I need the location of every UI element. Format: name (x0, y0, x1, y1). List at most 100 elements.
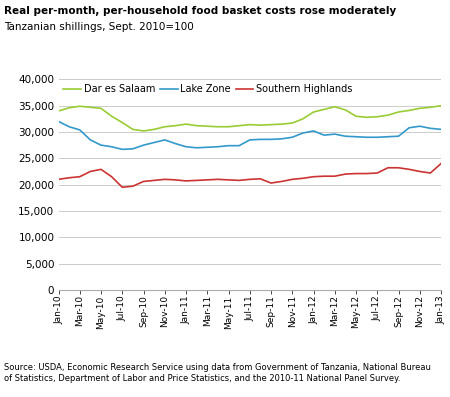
Southern Highlands (120, 185, 125, 190)
Southern Highlands (88, 169, 93, 174)
Lake Zone (279, 137, 284, 141)
Lake Zone (194, 145, 199, 150)
Dar es Salaam (56, 108, 61, 113)
Dar es Salaam (396, 110, 401, 114)
Lake Zone (141, 143, 146, 148)
Dar es Salaam (109, 114, 114, 119)
Lake Zone (300, 131, 306, 135)
Southern Highlands (247, 177, 252, 182)
Text: Tanzanian shillings, Sept. 2010=100: Tanzanian shillings, Sept. 2010=100 (4, 22, 194, 32)
Dar es Salaam (173, 123, 178, 128)
Southern Highlands (236, 178, 242, 183)
Southern Highlands (268, 181, 274, 185)
Southern Highlands (151, 178, 157, 183)
Lake Zone (343, 134, 348, 139)
Lake Zone (162, 137, 167, 142)
Southern Highlands (321, 174, 327, 179)
Dar es Salaam (343, 108, 348, 112)
Southern Highlands (417, 169, 423, 174)
Lake Zone (120, 147, 125, 152)
Southern Highlands (332, 174, 338, 179)
Dar es Salaam (268, 122, 274, 127)
Lake Zone (215, 145, 220, 149)
Southern Highlands (130, 184, 135, 189)
Text: Source: USDA, Economic Research Service using data from Government of Tanzania, : Source: USDA, Economic Research Service … (4, 363, 432, 384)
Dar es Salaam (194, 123, 199, 128)
Lake Zone (226, 143, 231, 148)
Southern Highlands (141, 179, 146, 184)
Dar es Salaam (353, 114, 359, 119)
Lake Zone (109, 145, 114, 149)
Lake Zone (130, 146, 135, 151)
Dar es Salaam (364, 115, 369, 119)
Southern Highlands (406, 167, 412, 172)
Dar es Salaam (385, 113, 391, 118)
Lake Zone (173, 141, 178, 146)
Lake Zone (247, 137, 252, 142)
Lake Zone (385, 134, 391, 139)
Lake Zone (364, 135, 369, 140)
Southern Highlands (56, 177, 61, 182)
Lake Zone (56, 119, 61, 124)
Southern Highlands (226, 177, 231, 182)
Lake Zone (353, 134, 359, 139)
Southern Highlands (194, 178, 199, 183)
Lake Zone (268, 137, 274, 142)
Southern Highlands (364, 171, 369, 176)
Lake Zone (374, 135, 380, 140)
Lake Zone (205, 145, 210, 150)
Southern Highlands (438, 161, 444, 166)
Dar es Salaam (98, 106, 104, 111)
Lake Zone (77, 127, 82, 132)
Southern Highlands (396, 166, 401, 170)
Dar es Salaam (215, 124, 220, 129)
Southern Highlands (77, 174, 82, 179)
Southern Highlands (428, 171, 433, 175)
Legend: Dar es Salaam, Lake Zone, Southern Highlands: Dar es Salaam, Lake Zone, Southern Highl… (63, 84, 353, 94)
Dar es Salaam (88, 105, 93, 110)
Southern Highlands (162, 177, 167, 182)
Line: Lake Zone: Lake Zone (58, 121, 441, 149)
Lake Zone (289, 135, 295, 140)
Dar es Salaam (279, 122, 284, 127)
Dar es Salaam (438, 103, 444, 108)
Lake Zone (258, 137, 263, 142)
Southern Highlands (215, 177, 220, 182)
Southern Highlands (289, 177, 295, 182)
Dar es Salaam (205, 124, 210, 129)
Dar es Salaam (300, 116, 306, 121)
Dar es Salaam (311, 110, 316, 114)
Lake Zone (406, 125, 412, 130)
Line: Southern Highlands: Southern Highlands (58, 164, 441, 187)
Southern Highlands (98, 167, 104, 172)
Lake Zone (311, 129, 316, 133)
Dar es Salaam (247, 122, 252, 127)
Dar es Salaam (428, 105, 433, 110)
Dar es Salaam (236, 123, 242, 128)
Southern Highlands (258, 176, 263, 181)
Dar es Salaam (374, 114, 380, 119)
Southern Highlands (183, 179, 189, 183)
Dar es Salaam (321, 107, 327, 112)
Dar es Salaam (130, 127, 135, 132)
Lake Zone (428, 126, 433, 131)
Lake Zone (67, 124, 72, 129)
Dar es Salaam (120, 120, 125, 125)
Lake Zone (183, 145, 189, 149)
Dar es Salaam (183, 122, 189, 127)
Southern Highlands (374, 171, 380, 175)
Southern Highlands (353, 171, 359, 176)
Lake Zone (438, 127, 444, 132)
Southern Highlands (385, 166, 391, 170)
Southern Highlands (279, 179, 284, 184)
Dar es Salaam (406, 108, 412, 113)
Dar es Salaam (67, 106, 72, 110)
Southern Highlands (205, 177, 210, 182)
Dar es Salaam (141, 129, 146, 133)
Dar es Salaam (162, 124, 167, 129)
Southern Highlands (300, 176, 306, 181)
Dar es Salaam (332, 104, 338, 109)
Dar es Salaam (151, 127, 157, 132)
Dar es Salaam (77, 104, 82, 109)
Dar es Salaam (417, 106, 423, 111)
